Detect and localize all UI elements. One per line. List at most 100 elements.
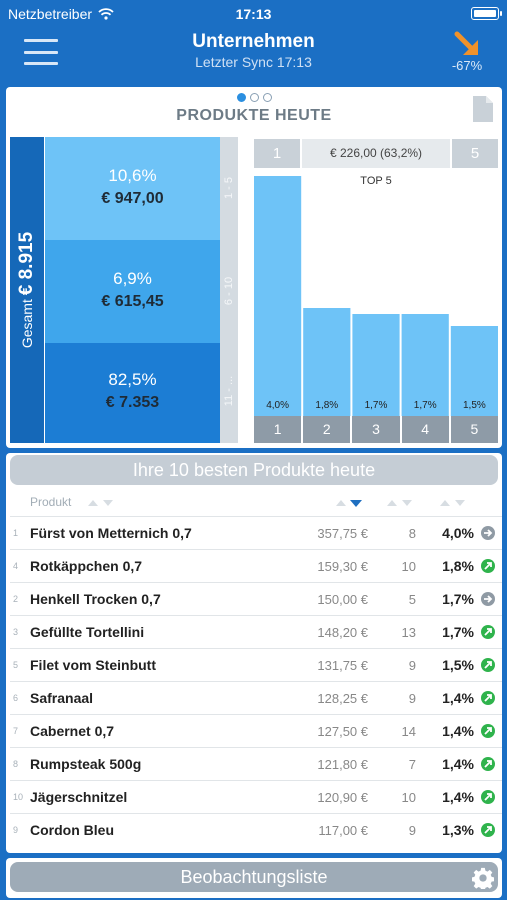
document-icon[interactable]	[472, 95, 494, 123]
table-row[interactable]: 1 Fürst von Metternich 0,7 357,75 € 8 4,0%	[10, 516, 502, 549]
trend-up-icon	[481, 691, 495, 705]
row-count: 9	[408, 691, 416, 706]
column-product[interactable]: Produkt	[30, 495, 72, 509]
table-row[interactable]: 3 Gefüllte Tortellini 148,20 € 13 1,7%	[10, 615, 502, 648]
page-indicator[interactable]	[6, 93, 502, 102]
sync-status: Letzter Sync 17:13	[195, 54, 312, 70]
row-percent: 1,4%	[442, 723, 474, 739]
nav-bar: Unternehmen Letzter Sync 17:13 -67%	[0, 28, 507, 82]
row-amount: 128,25 €	[317, 691, 368, 706]
row-rank: 9	[13, 825, 19, 835]
segment-top-1-5[interactable]: 10,6% € 947,00	[45, 137, 220, 240]
row-rank: 7	[13, 726, 19, 736]
table-row[interactable]: 7 Cabernet 0,7 127,50 € 14 1,4%	[10, 714, 502, 747]
row-rank: 3	[13, 627, 19, 637]
watchlist-title[interactable]: Beobachtungsliste	[10, 862, 498, 892]
segment-top-6-10[interactable]: 6,9% € 615,45	[45, 240, 220, 343]
table-row[interactable]: 6 Safranaal 128,25 € 9 1,4%	[10, 681, 502, 714]
range-label: 11 - ...	[223, 375, 235, 407]
trend-up-icon	[481, 790, 495, 804]
row-count: 9	[408, 823, 416, 838]
row-amount: 117,00 €	[318, 823, 368, 838]
row-percent: 1,7%	[442, 591, 474, 607]
row-product-name: Gefüllte Tortellini	[30, 624, 145, 640]
trend-up-icon	[481, 658, 495, 672]
row-count: 9	[408, 658, 416, 673]
sort-amount-icon[interactable]	[334, 498, 364, 508]
row-amount: 127,50 €	[317, 724, 368, 739]
row-percent: 1,5%	[442, 657, 474, 673]
top10-title: Ihre 10 besten Produkte heute	[10, 455, 498, 485]
row-count: 14	[401, 724, 416, 739]
bar-1[interactable]	[254, 176, 302, 416]
segment-value: € 7.353	[105, 394, 160, 411]
sort-icon[interactable]	[86, 498, 116, 508]
bar-data-label: 1,7%	[365, 400, 388, 411]
carrier: Netzbetreiber	[8, 6, 114, 22]
table-row[interactable]: 10 Jägerschnitzel 120,90 € 10 1,4%	[10, 780, 502, 813]
bar-data-label: 1,8%	[315, 400, 338, 411]
row-amount: 148,20 €	[317, 625, 368, 640]
row-percent: 1,3%	[442, 822, 474, 838]
bar-4[interactable]	[401, 314, 449, 416]
column-headers: Produkt	[6, 491, 502, 515]
row-count: 10	[401, 559, 416, 574]
row-percent: 1,4%	[442, 789, 474, 805]
row-percent: 1,4%	[442, 756, 474, 772]
products-today-panel[interactable]: PRODUKTE HEUTE Gesamt € 8.915 10,6% € 94…	[6, 87, 502, 448]
segment-percent: 10,6%	[108, 166, 157, 185]
table-row[interactable]: 4 Rotkäppchen 0,7 159,30 € 10 1,8%	[10, 549, 502, 582]
sort-count-icon[interactable]	[385, 498, 415, 508]
table-row[interactable]: 5 Filet vom Steinbutt 131,75 € 9 1,5%	[10, 648, 502, 681]
trend-neutral-icon	[481, 526, 495, 540]
row-product-name: Safranaal	[30, 690, 94, 706]
gear-icon[interactable]	[472, 867, 494, 889]
chart-header: 1 € 226,00 (63,2%) 5	[254, 139, 498, 168]
row-count: 13	[401, 625, 416, 640]
bar-data-label: 4,0%	[266, 400, 289, 411]
row-rank: 6	[13, 693, 19, 703]
bar-data-label: 1,5%	[463, 400, 486, 411]
table-row[interactable]: 8 Rumpsteak 500g 121,80 € 7 1,4%	[10, 747, 502, 780]
trend-percent: -67%	[451, 58, 483, 73]
row-amount: 159,30 €	[317, 559, 368, 574]
row-amount: 150,00 €	[317, 592, 368, 607]
menu-icon[interactable]	[24, 39, 58, 65]
row-product-name: Filet vom Steinbutt	[30, 657, 156, 673]
trend-indicator[interactable]: -67%	[445, 30, 489, 76]
table-row[interactable]: 9 Cordon Bleu 117,00 € 9 1,3%	[10, 813, 502, 846]
range-start: 1	[254, 139, 300, 168]
segment-rest[interactable]: 82,5% € 7.353	[45, 343, 220, 443]
x-tick-label: 1	[254, 416, 302, 443]
top10-panel: Ihre 10 besten Produkte heute Produkt 1 F…	[6, 453, 502, 853]
bar-2[interactable]	[303, 308, 351, 416]
top5-bar-chart[interactable]: 4,0% 1,8% 1,7% 1,7% 1,5%	[254, 168, 498, 416]
x-tick-label: 3	[352, 416, 400, 443]
row-product-name: Jägerschnitzel	[30, 789, 128, 805]
total-label: Gesamt € 8.915	[16, 231, 37, 349]
x-tick-label: 2	[303, 416, 351, 443]
row-amount: 357,75 €	[317, 526, 368, 541]
bar-3[interactable]	[352, 314, 400, 416]
range-label: 6 - 10	[223, 276, 235, 306]
row-count: 8	[408, 526, 416, 541]
table-row[interactable]: 2 Henkell Trocken 0,7 150,00 € 5 1,7%	[10, 582, 502, 615]
row-rank: 10	[13, 792, 24, 802]
row-rank: 8	[13, 759, 19, 769]
watchlist-panel[interactable]: Beobachtungsliste	[6, 858, 502, 898]
row-percent: 1,7%	[442, 624, 474, 640]
sort-percent-icon[interactable]	[438, 498, 468, 508]
bar-5[interactable]	[450, 326, 498, 416]
arrow-down-right-icon	[454, 31, 478, 55]
row-product-name: Cabernet 0,7	[30, 723, 115, 739]
row-product-name: Rotkäppchen 0,7	[30, 558, 143, 574]
row-product-name: Fürst von Metternich 0,7	[30, 525, 192, 541]
segment-value: € 947,00	[101, 190, 164, 207]
panel-title: PRODUKTE HEUTE	[176, 107, 332, 124]
row-percent: 1,8%	[442, 558, 474, 574]
trend-neutral-icon	[481, 592, 495, 606]
segment-percent: 82,5%	[108, 370, 157, 389]
range-summary: € 226,00 (63,2%)	[302, 139, 450, 168]
battery-icon	[471, 7, 502, 20]
row-percent: 4,0%	[442, 525, 474, 541]
